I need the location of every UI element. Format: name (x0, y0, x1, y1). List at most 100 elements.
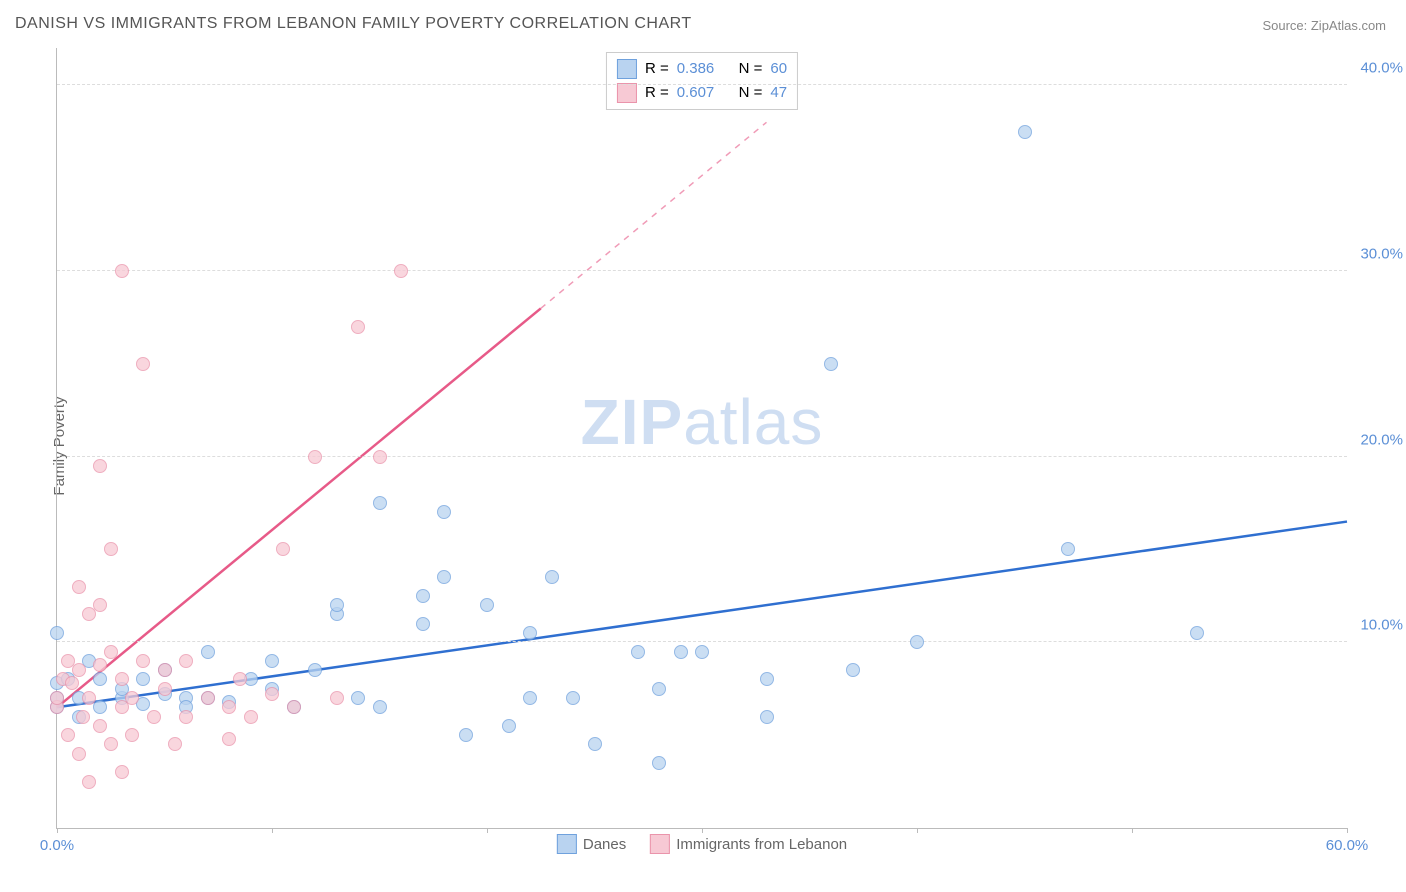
data-point (104, 645, 118, 659)
data-point (1190, 626, 1204, 640)
data-point (287, 700, 301, 714)
y-tick-label: 30.0% (1353, 245, 1403, 262)
x-tick (57, 828, 58, 833)
data-point (115, 765, 129, 779)
data-point (72, 580, 86, 594)
data-point (308, 663, 322, 677)
data-point (93, 700, 107, 714)
data-point (824, 357, 838, 371)
gridline (57, 456, 1347, 457)
data-point (502, 719, 516, 733)
data-point (566, 691, 580, 705)
data-point (65, 676, 79, 690)
legend-label-lebanon: Immigrants from Lebanon (676, 836, 847, 853)
data-point (1018, 125, 1032, 139)
data-point (115, 672, 129, 686)
gridline (57, 270, 1347, 271)
legend-item-lebanon: Immigrants from Lebanon (650, 834, 847, 854)
x-tick-label: 60.0% (1326, 837, 1369, 854)
data-point (631, 645, 645, 659)
data-point (588, 737, 602, 751)
data-point (695, 645, 709, 659)
data-point (652, 682, 666, 696)
data-point (201, 645, 215, 659)
data-point (523, 691, 537, 705)
data-point (93, 598, 107, 612)
data-point (93, 719, 107, 733)
data-point (50, 626, 64, 640)
x-tick (1347, 828, 1348, 833)
data-point (158, 663, 172, 677)
chart-title: DANISH VS IMMIGRANTS FROM LEBANON FAMILY… (15, 15, 692, 33)
data-point (910, 635, 924, 649)
data-point (276, 542, 290, 556)
x-tick (487, 828, 488, 833)
data-point (308, 450, 322, 464)
data-point (115, 264, 129, 278)
n-value-danes: 60 (770, 57, 787, 81)
plot-area: ZIPatlas R = 0.386 N = 60 R = 0.607 N = … (56, 48, 1347, 829)
data-point (82, 775, 96, 789)
data-point (93, 459, 107, 473)
data-point (50, 691, 64, 705)
data-point (351, 320, 365, 334)
data-point (168, 737, 182, 751)
data-point (125, 728, 139, 742)
data-point (373, 450, 387, 464)
data-point (373, 496, 387, 510)
data-point (104, 737, 118, 751)
data-point (76, 710, 90, 724)
y-tick-label: 40.0% (1353, 60, 1403, 77)
swatch-danes-bottom (557, 834, 577, 854)
data-point (394, 264, 408, 278)
legend-item-danes: Danes (557, 834, 626, 854)
data-point (222, 700, 236, 714)
data-point (523, 626, 537, 640)
data-point (201, 691, 215, 705)
data-point (1061, 542, 1075, 556)
x-tick (702, 828, 703, 833)
data-point (265, 654, 279, 668)
data-point (416, 617, 430, 631)
legend-stats: R = 0.386 N = 60 R = 0.607 N = 47 (606, 52, 798, 110)
swatch-danes (617, 59, 637, 79)
data-point (158, 682, 172, 696)
x-tick (1132, 828, 1133, 833)
r-label: R = (645, 57, 669, 81)
data-point (373, 700, 387, 714)
data-point (437, 570, 451, 584)
data-point (72, 663, 86, 677)
data-point (222, 732, 236, 746)
data-point (437, 505, 451, 519)
legend-label-danes: Danes (583, 836, 626, 853)
data-point (72, 747, 86, 761)
data-point (760, 672, 774, 686)
data-point (136, 357, 150, 371)
data-point (480, 598, 494, 612)
watermark-light: atlas (683, 386, 823, 458)
data-point (459, 728, 473, 742)
data-point (61, 728, 75, 742)
data-point (545, 570, 559, 584)
data-point (233, 672, 247, 686)
data-point (265, 687, 279, 701)
data-point (846, 663, 860, 677)
data-point (760, 710, 774, 724)
y-tick-label: 20.0% (1353, 431, 1403, 448)
x-tick (272, 828, 273, 833)
data-point (244, 710, 258, 724)
source-attribution: Source: ZipAtlas.com (1262, 18, 1386, 33)
x-tick (917, 828, 918, 833)
data-point (82, 691, 96, 705)
data-point (93, 672, 107, 686)
gridline (57, 84, 1347, 85)
data-point (674, 645, 688, 659)
watermark: ZIPatlas (581, 385, 824, 459)
data-point (416, 589, 430, 603)
legend-series: Danes Immigrants from Lebanon (557, 834, 847, 854)
swatch-lebanon (617, 83, 637, 103)
data-point (179, 654, 193, 668)
x-tick-label: 0.0% (40, 837, 74, 854)
data-point (652, 756, 666, 770)
n-label: N = (739, 57, 763, 81)
